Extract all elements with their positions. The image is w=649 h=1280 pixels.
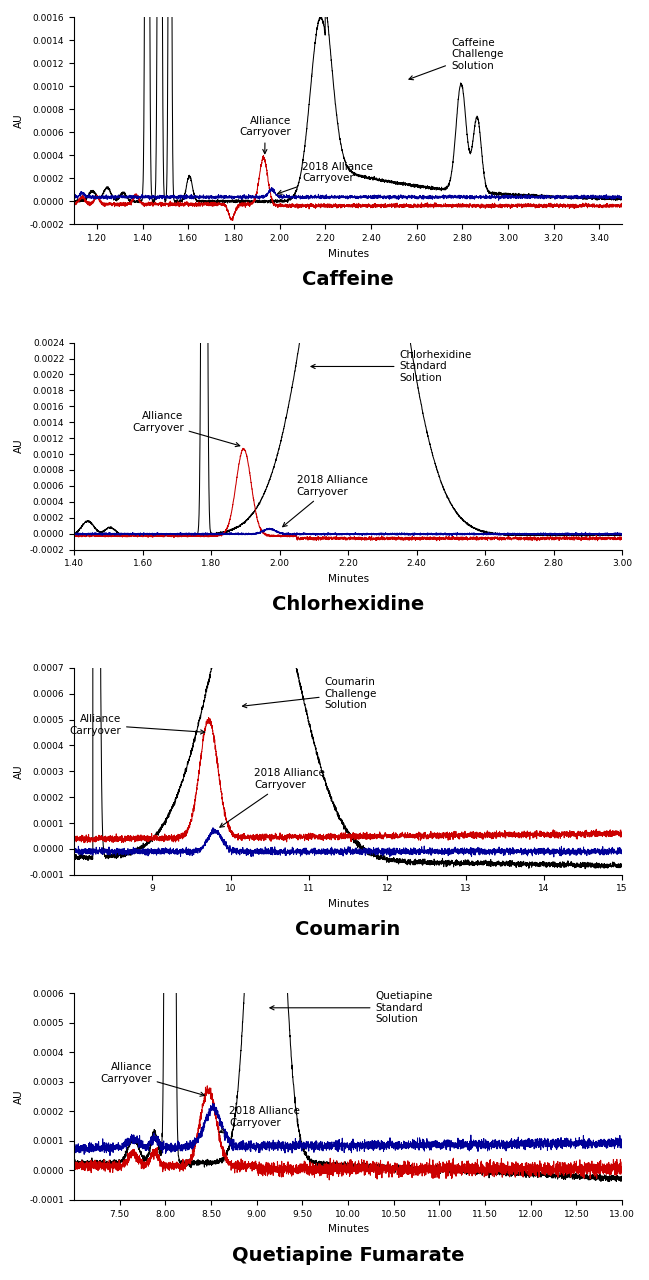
Y-axis label: AU: AU — [14, 114, 24, 128]
Text: Coumarin: Coumarin — [295, 920, 400, 940]
Text: Caffeine
Challenge
Solution: Caffeine Challenge Solution — [409, 37, 503, 79]
Y-axis label: AU: AU — [14, 439, 24, 453]
X-axis label: Minutes: Minutes — [328, 899, 369, 909]
Text: Alliance
Carryover: Alliance Carryover — [239, 115, 291, 154]
Text: 2018 Alliance
Carryover: 2018 Alliance Carryover — [219, 1106, 300, 1133]
Text: Quetiapine
Standard
Solution: Quetiapine Standard Solution — [270, 991, 433, 1024]
Text: Alliance
Carryover: Alliance Carryover — [69, 714, 204, 736]
X-axis label: Minutes: Minutes — [328, 1224, 369, 1234]
Text: Alliance
Carryover: Alliance Carryover — [100, 1062, 204, 1096]
X-axis label: Minutes: Minutes — [328, 248, 369, 259]
Text: Chlorhexidine
Standard
Solution: Chlorhexidine Standard Solution — [311, 349, 472, 383]
Text: 2018 Alliance
Carryover: 2018 Alliance Carryover — [220, 768, 325, 827]
Text: Alliance
Carryover: Alliance Carryover — [132, 411, 239, 447]
Text: Coumarin
Challenge
Solution: Coumarin Challenge Solution — [243, 677, 377, 710]
X-axis label: Minutes: Minutes — [328, 573, 369, 584]
Y-axis label: AU: AU — [14, 764, 24, 778]
Text: Caffeine: Caffeine — [302, 270, 394, 289]
Text: Quetiapine Fumarate: Quetiapine Fumarate — [232, 1245, 464, 1265]
Text: 2018 Alliance
Carryover: 2018 Alliance Carryover — [278, 161, 373, 195]
Text: 2018 Alliance
Carryover: 2018 Alliance Carryover — [283, 475, 367, 526]
Text: Chlorhexidine: Chlorhexidine — [272, 595, 424, 614]
Y-axis label: AU: AU — [14, 1089, 24, 1103]
